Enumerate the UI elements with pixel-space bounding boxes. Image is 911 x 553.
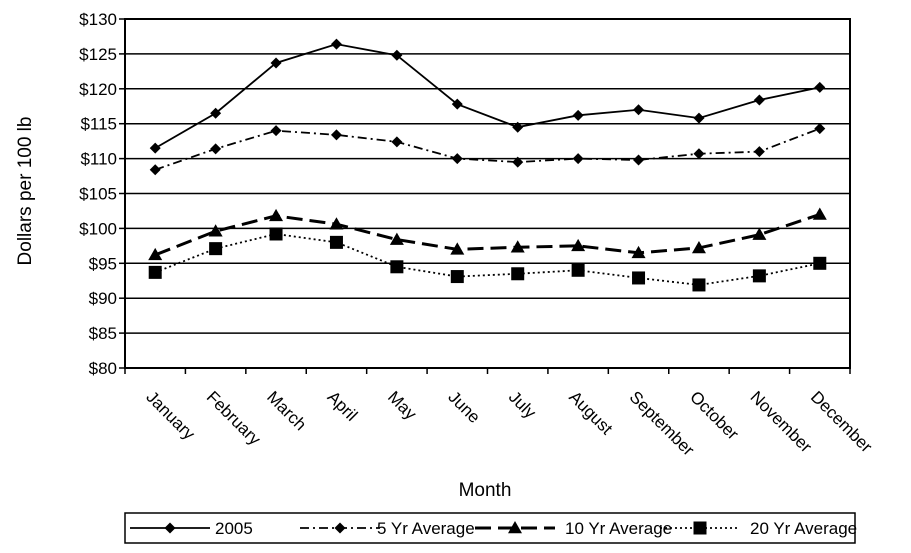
legend-entry: 10 Yr Average xyxy=(475,519,672,538)
y-tick-label: $95 xyxy=(89,254,117,273)
data-point-diamond xyxy=(391,136,403,148)
data-point-diamond xyxy=(149,142,161,154)
legend-entry: 2005 xyxy=(130,519,253,538)
y-tick-label: $100 xyxy=(79,219,117,238)
data-point-triangle xyxy=(329,217,344,230)
data-point-square xyxy=(329,235,343,249)
legend-label: 10 Yr Average xyxy=(565,519,672,538)
data-point-diamond xyxy=(753,146,765,158)
series-5-yr-average xyxy=(149,123,826,176)
data-point-diamond xyxy=(572,153,584,165)
data-point-square xyxy=(269,227,283,241)
y-tick-labels: $80 $85 $90 $95 $100 $105 $110 $115 $120 $125 $130 xyxy=(79,10,117,378)
data-point-diamond xyxy=(693,148,705,160)
data-point-diamond xyxy=(753,94,765,106)
legend-label: 5 Yr Average xyxy=(377,519,475,538)
data-point-diamond xyxy=(512,121,524,133)
x-tick-label: August xyxy=(565,387,616,438)
y-axis-title: Dollars per 100 lb xyxy=(15,117,36,266)
y-tick-label: $90 xyxy=(89,289,117,308)
y-tick-label: $80 xyxy=(89,359,117,378)
data-point-square xyxy=(692,278,706,292)
series-10-yr-average xyxy=(148,207,827,261)
data-point-diamond xyxy=(334,522,346,534)
data-point-diamond xyxy=(330,38,342,50)
data-point-square xyxy=(813,256,827,270)
x-tick-label: June xyxy=(444,387,484,427)
data-point-diamond xyxy=(164,522,176,534)
data-point-diamond xyxy=(633,104,645,116)
data-point-diamond xyxy=(633,154,645,166)
data-point-triangle xyxy=(389,232,404,245)
x-axis-title: Month xyxy=(459,480,512,501)
data-point-triangle xyxy=(148,247,163,261)
y-tick-label: $110 xyxy=(80,150,117,169)
data-point-triangle xyxy=(508,521,522,534)
x-tick-label: November xyxy=(747,387,816,456)
data-point-diamond xyxy=(210,107,222,119)
series-2005 xyxy=(149,38,826,154)
data-point-triangle xyxy=(571,238,586,252)
series-line xyxy=(154,233,820,286)
data-point-square xyxy=(390,260,404,274)
x-tick-label: March xyxy=(263,387,310,434)
y-tick-label: $125 xyxy=(79,45,117,64)
x-tick-label: January xyxy=(142,387,199,444)
y-tick-label: $115 xyxy=(80,115,117,134)
y-tick-label: $105 xyxy=(79,185,117,204)
data-point-triangle xyxy=(450,242,465,255)
data-point-diamond xyxy=(210,143,222,155)
x-tick-label: July xyxy=(505,387,540,422)
data-point-square xyxy=(752,269,766,283)
gridlines xyxy=(125,18,850,369)
data-point-triangle xyxy=(269,208,284,222)
data-point-diamond xyxy=(814,123,826,135)
data-point-square xyxy=(511,267,525,281)
data-point-diamond xyxy=(512,156,524,168)
data-point-square xyxy=(148,265,162,279)
data-point-square xyxy=(632,271,646,285)
legend-entry: 5 Yr Average xyxy=(300,519,475,538)
x-tick-label: May xyxy=(384,387,420,423)
x-tick-label: December xyxy=(807,387,876,456)
series-line xyxy=(154,213,821,257)
axes xyxy=(119,18,851,374)
data-point-triangle xyxy=(208,224,223,237)
y-tick-label: $120 xyxy=(79,80,117,99)
x-tick-label: February xyxy=(203,387,265,449)
data-point-diamond xyxy=(270,57,282,69)
series-line xyxy=(154,127,821,171)
data-point-diamond xyxy=(572,109,584,121)
y-tick-label: $85 xyxy=(89,324,117,343)
legend-label: 2005 xyxy=(215,519,253,538)
data-point-diamond xyxy=(330,129,342,141)
series-group xyxy=(148,38,827,292)
legend: 2005 5 Yr Average 10 Yr Average 20 Yr Avera… xyxy=(124,512,857,544)
data-point-diamond xyxy=(451,98,463,110)
data-point-triangle xyxy=(752,227,767,240)
data-point-diamond xyxy=(391,49,403,61)
data-point-triangle xyxy=(812,207,827,220)
legend-label: 20 Yr Average xyxy=(750,519,857,538)
data-point-triangle xyxy=(631,245,646,259)
data-point-diamond xyxy=(814,81,826,93)
y-tick-label: $130 xyxy=(79,10,117,29)
data-point-diamond xyxy=(451,153,463,165)
data-point-square xyxy=(450,270,464,284)
data-point-triangle xyxy=(691,240,706,254)
data-point-triangle xyxy=(510,240,525,253)
x-tick-label: April xyxy=(324,387,361,424)
data-point-diamond xyxy=(149,164,161,176)
x-tick-label: October xyxy=(686,387,742,443)
legend-entry: 20 Yr Average xyxy=(660,519,857,538)
series-20-yr-average xyxy=(148,227,827,292)
data-point-diamond xyxy=(270,125,282,137)
data-point-square xyxy=(209,242,223,256)
series-line xyxy=(154,43,820,149)
data-point-diamond xyxy=(693,112,705,124)
data-point-square xyxy=(571,263,585,277)
data-point-square xyxy=(693,521,707,535)
